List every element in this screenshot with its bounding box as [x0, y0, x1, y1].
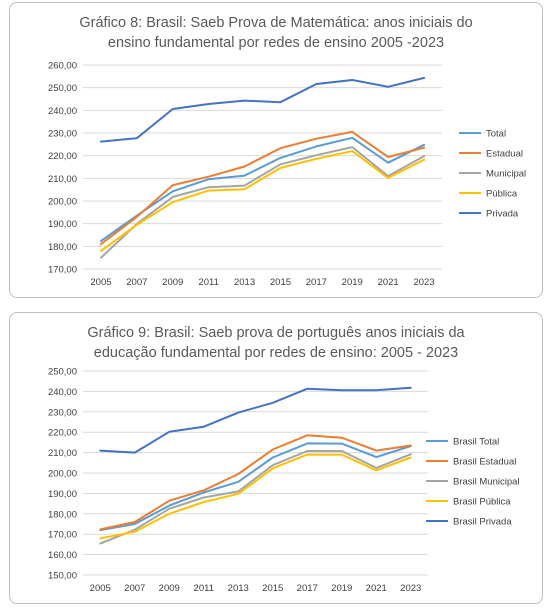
y-tick-label: 160,00	[48, 550, 77, 561]
series-line	[100, 136, 426, 242]
series-line	[99, 386, 412, 454]
x-tick-label: 2007	[126, 277, 147, 288]
legend-label: Brasil Municipal	[453, 477, 520, 488]
series-line	[100, 76, 426, 143]
legend-label: Brasil Estadual	[453, 457, 516, 468]
y-tick-label: 200,00	[48, 469, 77, 480]
legend-label: Pública	[486, 189, 518, 200]
x-tick-label: 2019	[342, 277, 363, 288]
y-tick-label: 190,00	[48, 489, 77, 500]
y-tick-label: 230,00	[48, 407, 77, 418]
chart-title-line: Gráfico 9: Brasil: Saeb prova de portugu…	[87, 325, 465, 341]
x-tick-label: 2017	[306, 277, 327, 288]
x-tick-label: 2021	[366, 583, 387, 594]
y-tick-label: 150,00	[48, 571, 77, 582]
x-tick-label: 2023	[413, 277, 434, 288]
y-tick-label: 250,00	[48, 367, 77, 378]
legend-label: Brasil Pública	[453, 497, 511, 508]
x-tick-label: 2011	[194, 583, 214, 594]
x-tick-label: 2013	[234, 277, 255, 288]
legend-label: Estadual	[486, 149, 523, 160]
series-line	[99, 434, 412, 531]
y-tick-label: 260,00	[48, 61, 77, 72]
y-tick-label: 180,00	[48, 509, 77, 520]
line-chart-portuguese: 150,00 160,00 170,00 180,00 190,00 200,00 210,…	[48, 367, 520, 595]
chart-title-math: Gráfico 8: Brasil: Saeb Prova de Matemát…	[10, 13, 542, 53]
x-tick-label: 2021	[378, 277, 399, 288]
x-tick-label: 2011	[198, 277, 218, 288]
y-tick-label: 190,00	[48, 219, 77, 230]
chart-title-line: educação fundamental por redes de ensino…	[93, 345, 459, 361]
line-chart-math: 170,00 180,00 190,00 200,00 210,00 220,00 230,…	[48, 61, 526, 289]
series-line	[99, 453, 412, 540]
y-tick-label: 200,00	[48, 197, 77, 208]
x-tick-label: 2017	[297, 583, 318, 594]
legend-label: Privada	[486, 209, 519, 220]
y-tick-label: 170,00	[48, 265, 77, 276]
x-tick-label: 2015	[270, 277, 291, 288]
y-tick-label: 240,00	[48, 106, 77, 117]
chart-title-line: Gráfico 8: Brasil: Saeb Prova de Matemát…	[79, 15, 473, 31]
chart-title-line: ensino fundamental por redes de ensino 2…	[107, 35, 445, 51]
x-tick-label: 2005	[90, 277, 111, 288]
series-line	[99, 442, 412, 532]
y-tick-label: 250,00	[48, 83, 77, 94]
y-tick-label: 220,00	[48, 428, 77, 439]
legend-label: Municipal	[486, 169, 526, 180]
series-line	[100, 146, 426, 259]
y-tick-label: 220,00	[48, 151, 77, 162]
y-tick-label: 180,00	[48, 242, 77, 253]
y-tick-label: 240,00	[48, 387, 77, 398]
y-tick-label: 210,00	[48, 174, 77, 185]
chart-title-portuguese: Gráfico 9: Brasil: Saeb prova de portugu…	[10, 323, 542, 363]
chart-panel-portuguese: Gráfico 9: Brasil: Saeb prova de portugu…	[9, 312, 543, 604]
x-tick-label: 2007	[124, 583, 145, 594]
legend-label: Total	[486, 129, 506, 140]
chart-panel-math: Gráfico 8: Brasil: Saeb Prova de Matemát…	[9, 2, 543, 298]
series-line	[100, 150, 426, 252]
x-tick-label: 2005	[90, 583, 111, 594]
y-tick-label: 210,00	[48, 448, 77, 459]
x-tick-label: 2023	[400, 583, 421, 594]
legend-label: Brasil Privada	[453, 517, 512, 528]
series-line	[100, 130, 426, 246]
legend-label: Brasil Total	[453, 437, 499, 448]
x-tick-label: 2009	[162, 277, 183, 288]
series-line	[99, 450, 412, 545]
y-tick-label: 230,00	[48, 129, 77, 140]
x-tick-label: 2019	[331, 583, 352, 594]
x-tick-label: 2015	[262, 583, 283, 594]
x-tick-label: 2009	[159, 583, 180, 594]
y-tick-label: 170,00	[48, 530, 77, 541]
x-tick-label: 2013	[228, 583, 249, 594]
